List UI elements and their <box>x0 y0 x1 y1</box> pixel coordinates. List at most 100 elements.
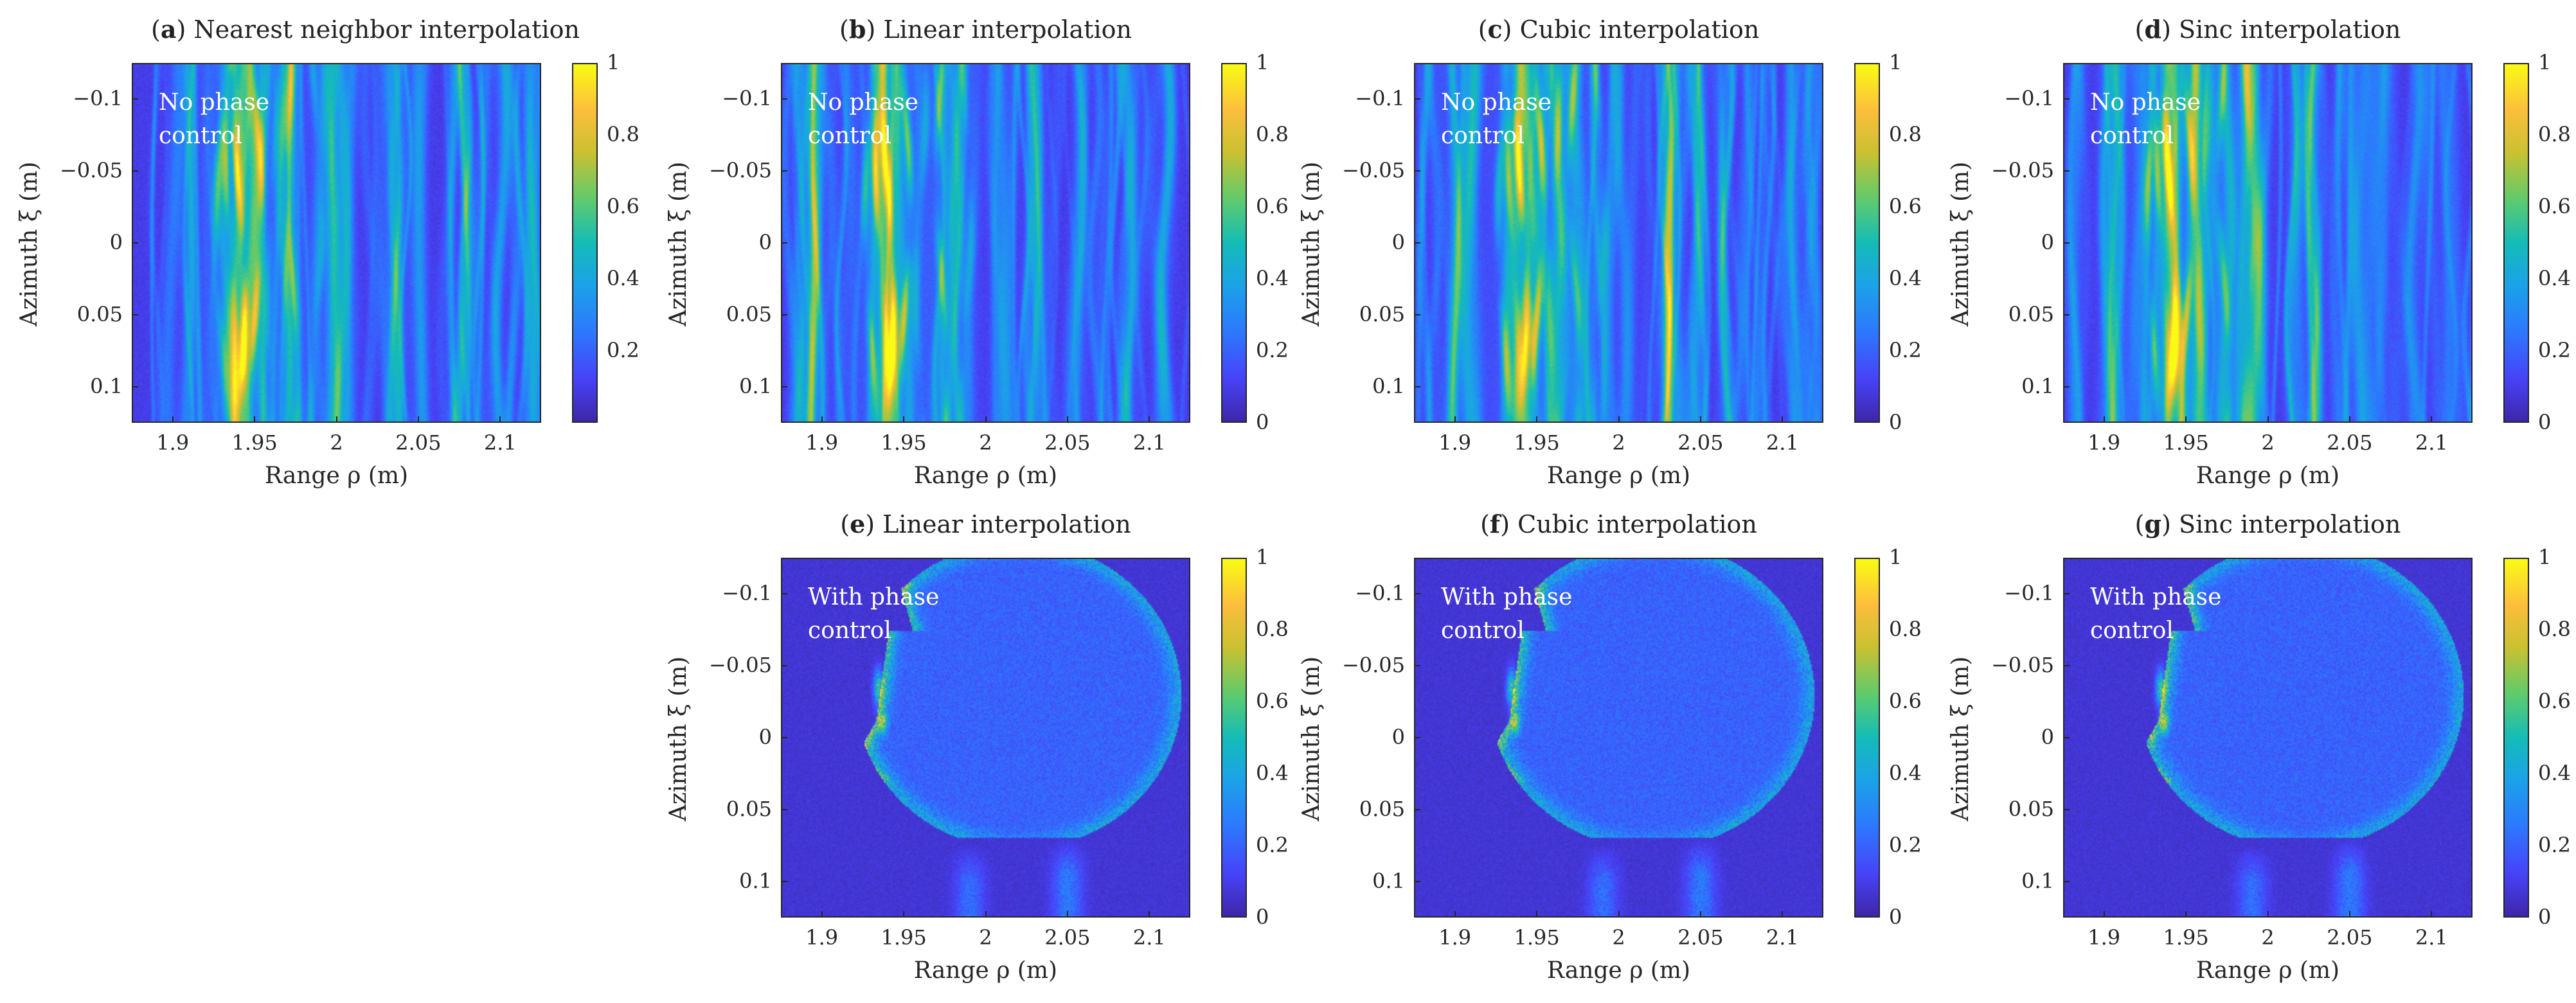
y-tick-mark <box>132 242 138 244</box>
heatmap-image <box>782 64 1189 422</box>
colorbar-tick-label: 0.2 <box>1256 338 1289 362</box>
annotation-line: control <box>808 123 891 149</box>
colorbar-tick-label: 1 <box>2538 50 2552 75</box>
colorbar-tick-label: 0 <box>1256 905 1269 929</box>
x-tick-mark <box>2267 911 2269 918</box>
x-tick-mark <box>2185 416 2187 423</box>
y-tick-mark <box>781 737 787 738</box>
x-tick-label: 1.95 <box>231 430 278 455</box>
colorbar-tick-label: 1 <box>1889 545 1902 569</box>
x-tick-mark <box>2348 416 2350 423</box>
y-axis-label: Azimuth ξ (m) <box>1947 161 1974 326</box>
x-tick-label: 2.1 <box>483 430 517 455</box>
x-tick-label: 1.9 <box>805 925 839 950</box>
heatmap-plot: With phase control <box>781 558 1190 918</box>
panel-letter: d <box>2144 15 2162 44</box>
x-tick-label: 2 <box>1612 925 1625 950</box>
y-tick-mark <box>1414 665 1420 666</box>
colorbar-tick-label: 1 <box>1889 50 1902 75</box>
colorbar-tick-label: 0.6 <box>1889 194 1922 218</box>
annotation-text: No phase control <box>159 86 269 153</box>
x-tick-mark <box>417 416 419 423</box>
heatmap-image <box>2064 64 2471 422</box>
colorbar-tick-label: 0.2 <box>2538 338 2571 362</box>
annotation-text: No phase control <box>1441 86 1552 153</box>
y-tick-mark <box>781 809 787 810</box>
y-tick-label: 0 <box>109 230 123 254</box>
colorbar-tick-label: 0.8 <box>1889 617 1922 641</box>
annotation-text: No phase control <box>808 86 918 153</box>
y-tick-mark <box>1414 593 1420 594</box>
panel-title: (f) Cubic interpolation <box>1480 510 1757 538</box>
x-tick-label: 2 <box>979 925 992 950</box>
y-tick-label: 0.1 <box>1372 374 1405 398</box>
x-tick-mark <box>254 416 256 423</box>
colorbar-tick-label: 0.2 <box>1256 833 1289 857</box>
annotation-line: With phase <box>1441 584 1573 610</box>
y-tick-mark <box>781 314 787 315</box>
colorbar-tick-label: 0.6 <box>1889 689 1922 713</box>
x-tick-mark <box>499 416 501 423</box>
y-tick-mark <box>2063 386 2070 387</box>
y-tick-mark <box>781 170 787 172</box>
y-tick-label: −0.05 <box>708 158 772 182</box>
colorbar-tick-label: 0.4 <box>1889 761 1922 785</box>
x-tick-mark <box>1066 911 1068 918</box>
x-tick-mark <box>821 911 823 918</box>
x-axis-label: Range ρ (m) <box>913 957 1058 984</box>
x-tick-label: 1.95 <box>1514 925 1560 950</box>
y-tick-label: 0.1 <box>2021 374 2054 398</box>
x-tick-label: 2.05 <box>1677 925 1724 950</box>
colorbar-tick-label: 0.6 <box>2538 689 2571 713</box>
annotation-text: With phase control <box>1441 581 1572 648</box>
y-axis-label: Azimuth ξ (m) <box>16 161 42 326</box>
colorbar-tick-label: 0.8 <box>1889 122 1922 146</box>
x-tick-mark <box>985 911 987 918</box>
x-tick-mark <box>1699 911 1701 918</box>
y-tick-mark <box>1414 737 1420 738</box>
panel-letter: a <box>160 15 177 44</box>
x-tick-label: 2.1 <box>2415 430 2448 455</box>
y-tick-mark <box>1414 314 1420 315</box>
y-tick-mark <box>2063 737 2070 738</box>
y-tick-label: 0.1 <box>739 869 772 893</box>
y-axis-label: Azimuth ξ (m) <box>665 161 692 326</box>
colorbar-tick-label: 0.4 <box>1889 266 1922 290</box>
annotation-line: control <box>1441 617 1525 644</box>
annotation-line: control <box>808 617 891 644</box>
x-tick-mark <box>903 416 905 423</box>
x-tick-label: 2.1 <box>2415 925 2448 950</box>
x-tick-label: 2.1 <box>1766 925 1799 950</box>
x-tick-mark <box>1454 416 1456 423</box>
y-tick-label: 0.05 <box>726 302 772 326</box>
panel-title-text: Linear interpolation <box>882 510 1131 538</box>
panel-title-text: Sinc interpolation <box>2178 15 2401 44</box>
x-tick-mark <box>1782 416 1784 423</box>
x-axis-label: Range ρ (m) <box>2196 463 2340 489</box>
panel-title: (b) Linear interpolation <box>839 15 1132 44</box>
colorbar-tick-label: 0.6 <box>1256 194 1289 218</box>
y-tick-label: −0.1 <box>1355 581 1405 605</box>
heatmap-plot: With phase control <box>1414 558 1823 918</box>
colorbar-tick-label: 0 <box>1889 410 1902 434</box>
y-tick-label: −0.05 <box>1990 158 2054 182</box>
y-tick-mark <box>132 386 138 387</box>
y-tick-mark <box>2063 809 2070 810</box>
x-tick-label: 1.9 <box>1438 430 1472 455</box>
x-axis-label: Range ρ (m) <box>1546 463 1691 489</box>
x-tick-mark <box>335 416 337 423</box>
y-tick-label: 0.05 <box>726 797 772 821</box>
colorbar-tick-label: 1 <box>1256 545 1269 569</box>
panel-title: (c) Cubic interpolation <box>1478 15 1760 44</box>
annotation-line: control <box>2090 123 2174 149</box>
y-tick-mark <box>1414 98 1420 100</box>
y-tick-label: −0.05 <box>708 653 772 677</box>
panel-letter: f <box>1489 510 1501 538</box>
panel-letter: e <box>850 510 866 538</box>
x-tick-mark <box>2267 416 2269 423</box>
annotation-line: control <box>2090 617 2174 644</box>
x-tick-label: 1.9 <box>156 430 190 455</box>
x-tick-mark <box>1618 416 1620 423</box>
x-tick-label: 2 <box>330 430 343 455</box>
y-tick-label: 0 <box>1391 725 1405 749</box>
